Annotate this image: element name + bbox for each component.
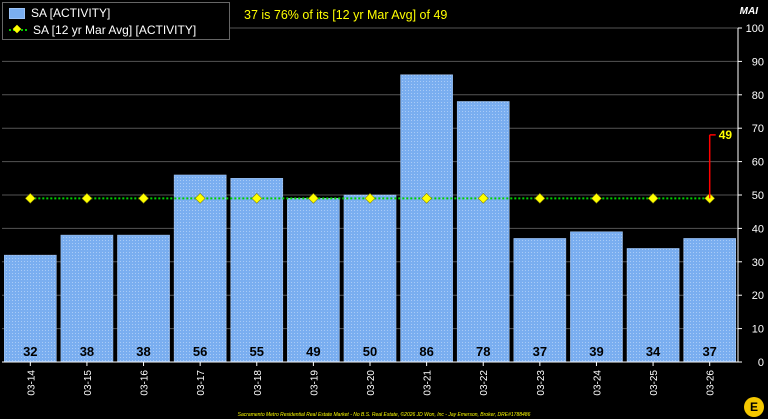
x-tick-label-03-26: 03-26 — [706, 370, 717, 396]
data-label-03-21: 86 — [419, 344, 433, 359]
data-label-03-16: 38 — [136, 344, 150, 359]
y-tick-label-70: 70 — [752, 123, 764, 135]
bar-03-21 — [400, 74, 453, 363]
callout-label: 49 — [719, 128, 733, 142]
x-tick-label-03-22: 03-22 — [479, 370, 490, 396]
data-label-03-19: 49 — [306, 344, 320, 359]
average-marker-03-19 — [308, 193, 319, 204]
legend: SA [ACTIVITY] SA [12 yr Mar Avg] [ACTIVI… — [2, 2, 230, 40]
bar-03-23 — [513, 238, 567, 363]
bars — [4, 74, 736, 363]
bar-03-22 — [456, 101, 510, 363]
average-marker-03-21 — [421, 193, 432, 204]
bar-03-15 — [60, 234, 114, 363]
bar-03-18 — [230, 178, 284, 363]
data-label-03-24: 39 — [589, 344, 603, 359]
x-tick-label-03-17: 03-17 — [196, 370, 207, 396]
y-tick-label-0: 0 — [758, 357, 764, 369]
x-tick-label-03-21: 03-21 — [423, 370, 434, 396]
bar-03-26 — [683, 238, 736, 363]
x-tick-label-03-20: 03-20 — [366, 370, 377, 396]
average-marker-03-22 — [477, 193, 489, 204]
x-axis: 03-14 03-15 03-16 03-17 03-18 03-19 03-20 03-21… — [2, 361, 738, 396]
x-tick-label-03-15: 03-15 — [83, 370, 94, 396]
y-tick-label-50: 50 — [752, 190, 764, 202]
axis-unit-label: MAI — [739, 6, 758, 17]
average-marker-03-25 — [647, 193, 659, 204]
x-tick-label-03-16: 03-16 — [140, 370, 151, 396]
average-marker-03-23 — [534, 193, 546, 204]
legend-item-activity: SA [ACTIVITY] — [9, 5, 110, 21]
data-label-03-23: 37 — [533, 344, 547, 359]
bar-03-24 — [570, 231, 623, 363]
average-marker-03-16 — [138, 193, 149, 204]
average-line — [25, 193, 715, 204]
average-marker-03-15 — [81, 193, 93, 204]
bar-swatch-icon — [9, 7, 25, 19]
average-marker-03-20 — [364, 193, 376, 204]
data-label-03-26: 37 — [702, 344, 716, 359]
footer-credit: Sacramento Metro Residential Real Estate… — [237, 412, 531, 418]
average-marker-03-24 — [591, 193, 602, 204]
legend-item-average: SA [12 yr Mar Avg] [ACTIVITY] — [9, 22, 196, 38]
x-tick-label-03-24: 03-24 — [592, 370, 603, 396]
average-marker-03-18 — [251, 193, 263, 204]
bar-03-16 — [117, 234, 170, 363]
chart-headline: 37 is 76% of its [12 yr Mar Avg] of 49 — [244, 8, 448, 22]
bar-03-19 — [287, 198, 340, 363]
y-axis: 0 10 20 30 40 50 60 70 80 90 100 — [737, 23, 764, 369]
y-tick-label-100: 100 — [746, 23, 764, 35]
y-tick-label-40: 40 — [752, 223, 764, 235]
bar-03-25 — [626, 248, 680, 363]
x-tick-label-03-25: 03-25 — [649, 370, 660, 396]
y-tick-label-10: 10 — [752, 324, 764, 336]
data-label-03-17: 56 — [193, 344, 207, 359]
x-tick-label-03-18: 03-18 — [253, 370, 264, 396]
data-label-03-22: 78 — [476, 344, 490, 359]
y-tick-label-80: 80 — [752, 90, 764, 102]
average-marker-03-17 — [194, 193, 206, 204]
x-tick-label-03-23: 03-23 — [536, 370, 547, 396]
brand-logo-icon: E — [744, 397, 764, 417]
data-label-03-25: 34 — [646, 344, 661, 359]
data-label-03-15: 38 — [80, 344, 94, 359]
y-tick-label-30: 30 — [752, 257, 764, 269]
data-labels: 32 38 38 56 55 49 50 86 78 37 39 34 37 — [23, 344, 717, 359]
bar-03-17 — [173, 174, 227, 363]
x-tick-label-03-14: 03-14 — [26, 370, 37, 396]
y-tick-label-60: 60 — [752, 157, 764, 169]
x-tick-label-03-19: 03-19 — [309, 370, 320, 396]
data-label-03-14: 32 — [23, 344, 37, 359]
y-tick-label-20: 20 — [752, 290, 764, 302]
line-swatch-icon — [9, 29, 27, 31]
callout: 49 — [708, 128, 733, 199]
average-marker-03-14 — [25, 193, 36, 204]
data-label-03-18: 55 — [250, 344, 264, 359]
y-tick-label-90: 90 — [752, 56, 764, 68]
bar-03-20 — [343, 194, 397, 363]
bar-03-14 — [4, 254, 57, 363]
legend-label-average: SA [12 yr Mar Avg] [ACTIVITY] — [33, 23, 197, 37]
logo-letter: E — [749, 400, 758, 414]
data-label-03-20: 50 — [363, 344, 377, 359]
legend-label-activity: SA [ACTIVITY] — [31, 6, 111, 20]
